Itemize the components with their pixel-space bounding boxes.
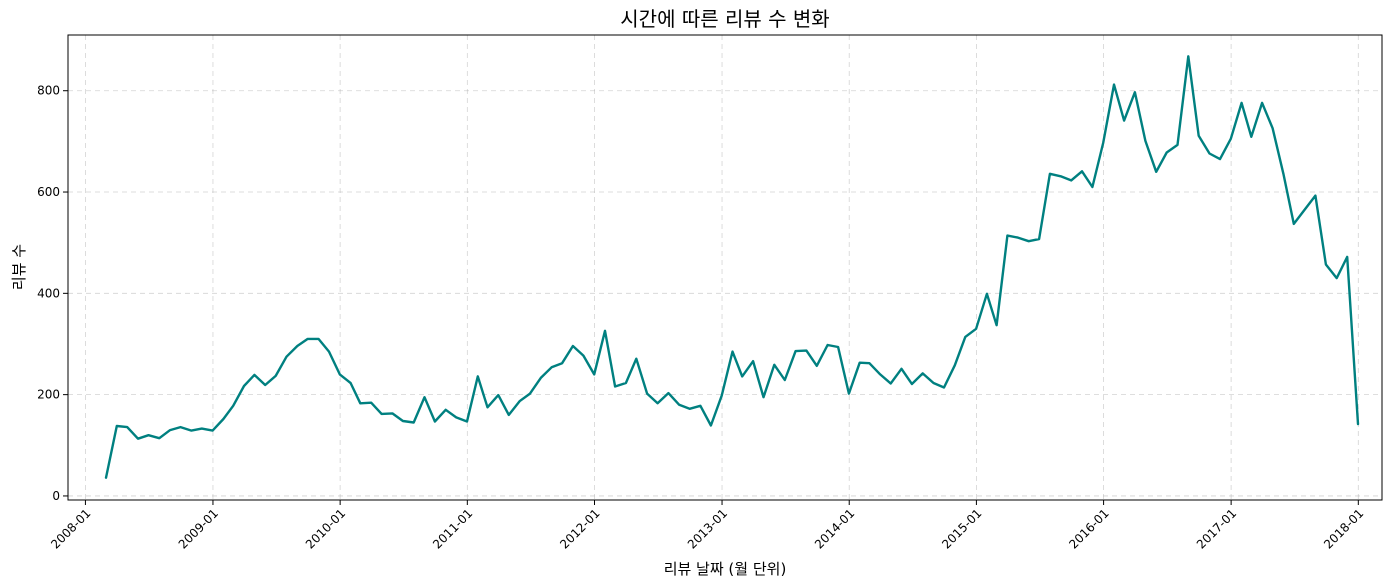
x-tick-label: 2014-01 xyxy=(812,506,857,551)
grid-lines xyxy=(68,35,1382,500)
plot-area-frame xyxy=(67,34,1383,501)
series-line xyxy=(104,55,1360,479)
x-tick-label: 2009-01 xyxy=(176,506,221,551)
x-tick-label: 2012-01 xyxy=(557,506,602,551)
x-tick-label: 2017-01 xyxy=(1194,506,1239,551)
y-tick-label: 800 xyxy=(37,84,60,98)
y-axis-label: 리뷰 수 xyxy=(10,244,28,290)
y-axis: 0 200 400 600 800 xyxy=(37,84,68,503)
x-tick-label: 2015-01 xyxy=(939,506,984,551)
x-tick-label: 2016-01 xyxy=(1066,506,1111,551)
chart-title: 시간에 따른 리뷰 수 변화 xyxy=(620,7,829,31)
x-tick-label: 2008-01 xyxy=(48,506,93,551)
y-tick-label: 400 xyxy=(37,286,60,300)
x-tick-label: 2013-01 xyxy=(685,506,730,551)
x-tick-label: 2018-01 xyxy=(1321,506,1366,551)
series-layer xyxy=(104,55,1360,479)
x-tick-label: 2010-01 xyxy=(303,506,348,551)
x-axis-label: 리뷰 날짜 (월 단위) xyxy=(664,560,787,577)
x-axis: 2008-01 2009-01 2010-01 2011-01 2012-01 2013-… xyxy=(48,500,1366,552)
y-tick-label: 200 xyxy=(37,388,60,402)
y-tick-label: 600 xyxy=(37,185,60,199)
y-tick-label: 0 xyxy=(52,489,60,503)
x-tick-label: 2011-01 xyxy=(430,506,475,551)
